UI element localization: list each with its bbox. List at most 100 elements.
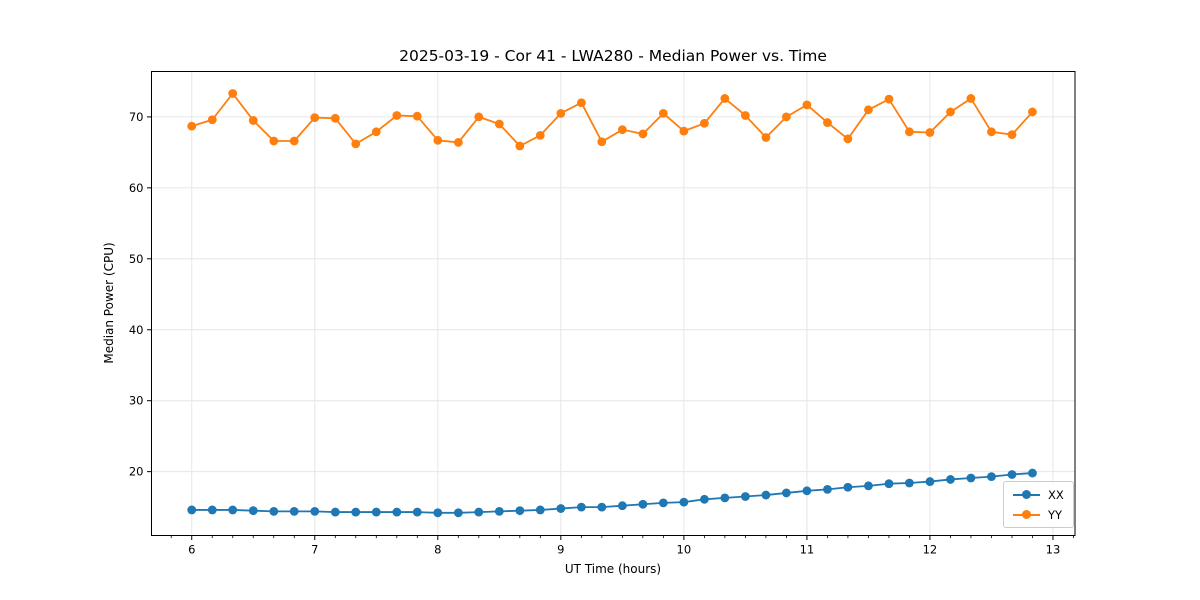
legend-item-xx: XX — [1013, 486, 1064, 503]
data-point-yy — [781, 112, 791, 122]
data-point-xx — [269, 506, 279, 516]
data-point-yy — [248, 116, 258, 125]
data-point-xx — [904, 478, 914, 488]
data-point-yy — [392, 111, 402, 120]
data-point-yy — [966, 94, 976, 103]
x-tick-label: 12 — [923, 543, 938, 557]
y-tick-label: 30 — [129, 394, 144, 408]
data-point-xx — [966, 473, 976, 483]
data-point-yy — [207, 115, 217, 125]
data-point-xx — [187, 505, 197, 515]
data-point-xx — [946, 475, 955, 484]
data-point-xx — [823, 484, 832, 494]
legend-label-xx: XX — [1048, 487, 1064, 502]
gridlines — [151, 71, 1075, 536]
data-point-xx — [597, 502, 607, 512]
data-point-xx — [843, 482, 853, 492]
data-point-yy — [453, 138, 463, 147]
data-point-xx — [494, 506, 504, 516]
data-point-yy — [617, 125, 627, 135]
x-tick-label: 8 — [434, 543, 441, 557]
data-point-xx — [453, 508, 463, 518]
data-point-yy — [1007, 130, 1017, 140]
data-point-xx — [720, 493, 730, 503]
data-point-xx — [228, 505, 238, 515]
plot-border — [151, 71, 1076, 536]
data-point-xx — [987, 472, 996, 482]
data-point-yy — [228, 89, 238, 98]
x-tick-label: 9 — [557, 543, 564, 557]
data-point-yy — [864, 105, 873, 115]
data-point-xx — [371, 507, 381, 517]
axis-ticks: 6 7 8 9 10 11 12 13 20 30 40 50 60 70 — [129, 110, 1074, 557]
data-point-xx — [556, 504, 566, 513]
data-point-xx — [884, 479, 894, 489]
data-point-yy — [474, 112, 484, 122]
data-point-yy — [884, 94, 894, 104]
data-point-yy — [330, 113, 340, 123]
data-point-xx — [740, 492, 750, 501]
legend: XX YY — [1003, 481, 1074, 528]
data-point-xx — [535, 505, 545, 515]
y-axis-label: Median Power (CPU) — [102, 242, 116, 364]
data-point-yy — [823, 118, 832, 127]
legend-line-marker-yy-icon — [1013, 509, 1040, 520]
series-xx — [187, 468, 1037, 518]
data-point-yy — [720, 94, 730, 103]
y-tick-label: 40 — [129, 323, 144, 337]
legend-label-yy: YY — [1048, 507, 1063, 522]
data-point-yy — [679, 126, 689, 136]
data-point-yy — [187, 121, 197, 131]
data-point-yy — [638, 129, 648, 139]
y-tick-label: 20 — [129, 465, 144, 479]
x-tick-label: 11 — [800, 543, 815, 557]
data-point-yy — [556, 108, 566, 118]
data-point-xx — [761, 490, 771, 500]
data-point-yy — [289, 136, 299, 146]
data-point-yy — [412, 111, 422, 121]
data-point-xx — [638, 499, 648, 509]
data-point-yy — [351, 139, 361, 149]
data-point-xx — [351, 507, 361, 517]
data-point-yy — [740, 111, 750, 120]
data-point-xx — [412, 507, 422, 517]
data-point-xx — [248, 506, 258, 516]
y-tick-label: 50 — [129, 252, 144, 266]
data-point-xx — [310, 506, 320, 516]
data-point-yy — [576, 98, 586, 108]
data-point-xx — [864, 481, 873, 491]
data-point-xx — [515, 506, 525, 516]
data-point-xx — [700, 494, 709, 504]
data-point-xx — [679, 497, 689, 507]
x-tick-label: 10 — [677, 543, 692, 557]
data-point-xx — [781, 488, 791, 498]
data-point-yy — [310, 113, 320, 123]
x-tick-label: 6 — [188, 543, 195, 557]
data-point-yy — [1028, 107, 1037, 117]
data-point-xx — [433, 508, 443, 518]
data-point-yy — [597, 137, 607, 147]
data-point-xx — [576, 502, 586, 512]
data-point-xx — [617, 501, 627, 511]
data-point-yy — [700, 118, 709, 128]
data-point-yy — [535, 130, 545, 140]
data-point-yy — [494, 119, 504, 129]
data-point-yy — [987, 127, 996, 137]
data-point-yy — [904, 127, 914, 137]
data-point-yy — [761, 133, 771, 142]
x-tick-label: 13 — [1046, 543, 1061, 557]
x-axis-label: UT Time (hours) — [564, 562, 662, 576]
data-point-xx — [330, 507, 340, 517]
legend-line-marker-xx-icon — [1013, 489, 1040, 500]
y-tick-label: 70 — [129, 110, 144, 124]
data-point-yy — [269, 136, 279, 146]
data-point-xx — [925, 477, 935, 486]
data-point-yy — [946, 107, 955, 117]
data-point-xx — [658, 498, 668, 508]
data-point-yy — [843, 134, 853, 144]
data-point-yy — [433, 135, 443, 145]
chart-title: 2025-03-19 - Cor 41 - LWA280 - Median Po… — [399, 47, 827, 65]
y-tick-label: 60 — [129, 181, 144, 195]
